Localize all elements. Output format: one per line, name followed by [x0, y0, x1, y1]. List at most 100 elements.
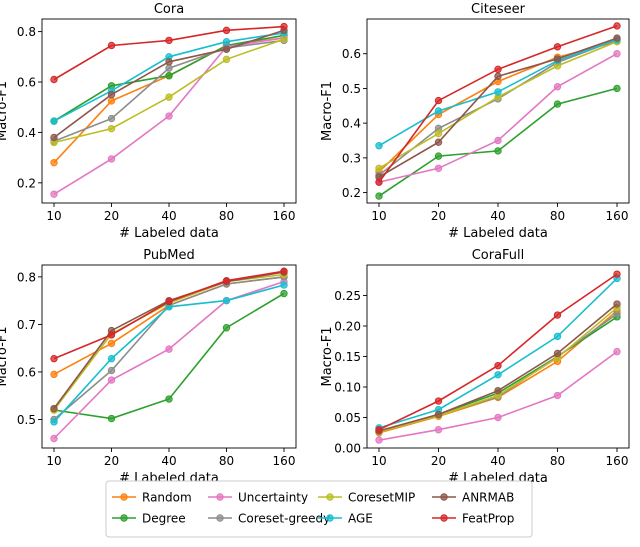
data-point: [107, 339, 116, 348]
y-axis-label: Macro-F1: [320, 326, 335, 386]
legend-label: Coreset-greedy: [238, 512, 330, 526]
series-age: [375, 36, 621, 150]
x-tick-label: 160: [273, 454, 296, 468]
series-featprop: [50, 22, 288, 84]
y-tick-label: 0.20: [334, 320, 361, 334]
data-point: [494, 65, 502, 74]
data-point: [165, 93, 173, 101]
data-point: [434, 152, 443, 160]
legend-item-uncertainty: Uncertainty: [208, 491, 308, 505]
series-featprop: [375, 270, 621, 434]
data-point: [375, 164, 383, 172]
data-point: [107, 90, 116, 99]
data-point: [50, 354, 58, 363]
data-point: [107, 376, 116, 384]
legend-marker: [120, 514, 128, 522]
y-tick-label: 0.05: [334, 411, 361, 425]
data-point: [107, 97, 116, 105]
data-point: [50, 418, 58, 426]
legend-marker: [440, 514, 448, 522]
y-tick-label: 0.2: [342, 186, 361, 200]
x-tick-label: 160: [273, 209, 296, 223]
legend-marker: [216, 514, 224, 522]
x-tick-label: 20: [431, 454, 446, 468]
y-tick-label: 0.15: [334, 350, 361, 364]
data-point: [107, 414, 116, 423]
data-point: [434, 129, 443, 138]
data-point: [613, 22, 621, 30]
x-tick-label: 20: [431, 209, 446, 223]
data-point: [222, 55, 231, 64]
chart-title: Cora: [154, 2, 184, 17]
legend-item-featprop: FeatProp: [432, 512, 514, 526]
x-tick-label: 20: [104, 454, 119, 468]
data-point: [553, 55, 562, 63]
data-point: [165, 345, 173, 353]
series-line: [378, 37, 618, 178]
data-point: [50, 434, 58, 443]
data-point: [434, 164, 443, 172]
data-point: [553, 43, 562, 51]
x-tick-label: 160: [606, 454, 629, 468]
data-point: [613, 270, 621, 278]
data-point: [165, 72, 173, 80]
data-point: [553, 391, 562, 400]
data-point: [222, 276, 231, 285]
data-point: [494, 361, 502, 370]
legend-label: CoresetMIP: [348, 491, 415, 505]
series-line: [378, 25, 618, 183]
legend-label: Degree: [142, 512, 186, 526]
data-point: [107, 155, 116, 163]
data-point: [107, 331, 116, 339]
panel-citeseer: Citeseer 0.2 0.3 0.4 0.5 0.6 10 20 40 80 160 # Labe…: [320, 2, 630, 241]
data-point: [280, 289, 288, 298]
x-tick-label: 10: [46, 454, 61, 468]
chart-title: Citeseer: [471, 2, 526, 17]
data-point: [50, 158, 58, 167]
data-point: [553, 332, 562, 341]
series-line: [378, 307, 618, 433]
x-tick-label: 10: [371, 454, 386, 468]
y-tick-label: 0.6: [17, 365, 36, 379]
y-tick-label: 0.8: [17, 25, 36, 39]
legend-marker: [120, 493, 128, 501]
legend-marker: [216, 493, 224, 501]
series-uncertainty: [375, 50, 621, 186]
x-tick-label: 80: [219, 209, 234, 223]
data-point: [50, 133, 58, 142]
y-tick-label: 0.7: [17, 318, 36, 332]
series-age: [50, 281, 288, 426]
series-uncertainty: [50, 277, 288, 443]
x-tick-label: 40: [161, 209, 176, 223]
data-point: [165, 64, 173, 72]
data-point: [553, 82, 562, 91]
data-point: [494, 413, 502, 422]
data-point: [375, 426, 383, 434]
data-point: [494, 72, 502, 80]
data-point: [165, 297, 173, 306]
y-tick-label: 0.6: [342, 47, 361, 61]
data-point: [613, 347, 621, 356]
data-point: [50, 370, 58, 379]
data-point: [494, 136, 502, 145]
x-tick-label: 40: [161, 454, 176, 468]
legend-label: Random: [142, 491, 192, 505]
y-tick-label: 0.2: [17, 176, 36, 190]
data-point: [50, 117, 58, 125]
chart-title: CoraFull: [472, 248, 525, 263]
data-point: [280, 22, 288, 31]
x-tick-label: 40: [490, 454, 505, 468]
series-age: [375, 274, 621, 432]
series-anrmab: [375, 34, 621, 181]
data-point: [494, 371, 502, 379]
data-point: [434, 138, 443, 146]
legend-label: FeatProp: [462, 512, 514, 526]
y-axis-label: Macro-F1: [0, 326, 10, 386]
y-tick-label: 0.25: [334, 289, 361, 303]
legend-marker: [326, 493, 334, 501]
series-featprop: [375, 22, 621, 186]
legend-item-coresetmip: CoresetMIP: [318, 491, 415, 505]
data-point: [434, 107, 443, 115]
y-tick-label: 0.5: [342, 82, 361, 96]
y-tick-label: 0.4: [17, 126, 36, 140]
